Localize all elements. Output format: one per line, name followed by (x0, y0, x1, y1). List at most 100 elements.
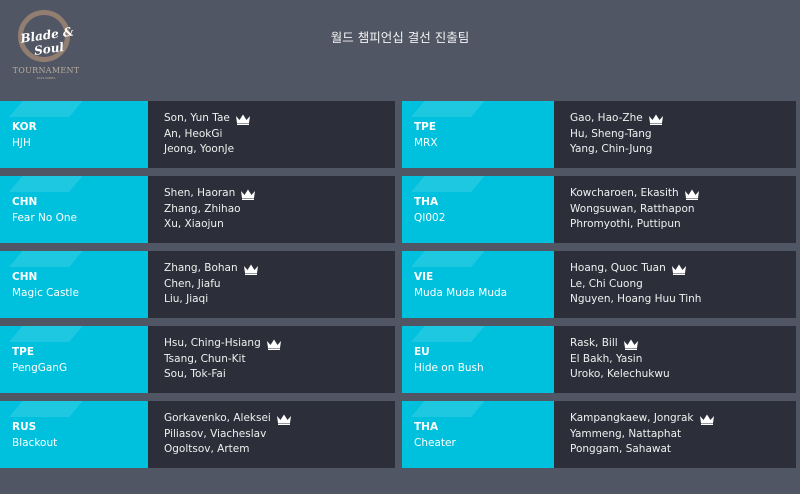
player-label: Gorkavenko, Aleksei (164, 412, 271, 425)
player-name: Jeong, YoonJe (164, 142, 395, 158)
team-country: CHN (12, 270, 38, 283)
player-label: Uroko, Kelechukwu (570, 368, 670, 381)
player-label: Kowcharoen, Ekasith (570, 187, 679, 200)
player-label: Sou, Tok-Fai (164, 368, 226, 381)
player-list: Shen, Haoran Zhang, Zhihao Xu, Xiaojun (148, 176, 395, 243)
crown-icon (266, 339, 281, 350)
player-name: Son, Yun Tae (164, 111, 395, 127)
player-list: Kowcharoen, Ekasith Wongsuwan, Ratthapon P… (554, 176, 796, 243)
player-label: Jeong, YoonJe (164, 143, 235, 156)
team-country: CHN (12, 195, 38, 208)
team-info: EU Hide on Bush (402, 326, 554, 393)
crown-icon (241, 189, 256, 200)
team-country: KOR (12, 120, 37, 133)
team-name: Blackout (12, 436, 58, 449)
player-label: Zhang, Zhihao (164, 202, 241, 215)
player-name: Liu, Jiaqi (164, 292, 395, 308)
player-label: Tsang, Chun-Kit (164, 352, 246, 365)
player-label: Wongsuwan, Ratthapon (570, 202, 695, 215)
team-card: TPE PengGanG Hsu, Ching-Hsiang Tsang, Chu… (0, 326, 395, 393)
player-name: Phromyothi, Puttipun (570, 217, 796, 233)
player-name: Sou, Tok-Fai (164, 367, 395, 383)
player-name: Ogoltsov, Artem (164, 442, 395, 458)
logo-subtext: 2019 KOREA (36, 76, 56, 80)
team-name: Cheater (414, 436, 456, 449)
crown-icon (648, 114, 663, 125)
player-label: Liu, Jiaqi (164, 293, 209, 306)
player-label: El Bakh, Yasin (570, 352, 643, 365)
player-label: Hoang, Quoc Tuan (570, 262, 666, 275)
player-list: Kampangkaew, Jongrak Yammeng, Nattaphat Po… (554, 401, 796, 468)
player-name: Piliasov, Viacheslav (164, 427, 395, 443)
player-name: Hsu, Ching-Hsiang (164, 336, 395, 352)
team-info: VIE Muda Muda Muda (402, 251, 554, 318)
player-name: Nguyen, Hoang Huu Tinh (570, 292, 796, 308)
team-info: TPE PengGanG (0, 326, 148, 393)
team-info: THA QI002 (402, 176, 554, 243)
player-list: Gao, Hao-Zhe Hu, Sheng-Tang Yang, Chin-Jun… (554, 101, 796, 168)
player-label: Ogoltsov, Artem (164, 443, 250, 456)
team-country: TPE (12, 345, 35, 358)
team-name: MRX (414, 136, 438, 149)
page-title: 월드 챔피언십 결선 진출팀 (330, 30, 470, 45)
player-name: Yang, Chin-Jung (570, 142, 796, 158)
team-card: CHN Fear No One Shen, Haoran Zhang, Zhiha… (0, 176, 395, 243)
player-label: Son, Yun Tae (164, 112, 230, 125)
team-card: RUS Blackout Gorkavenko, Aleksei Piliasov… (0, 401, 395, 468)
player-name: Ponggam, Sahawat (570, 442, 796, 458)
team-country: THA (414, 195, 439, 208)
player-name: Zhang, Zhihao (164, 202, 395, 218)
player-label: An, HeokGi (164, 127, 223, 140)
player-name: Shen, Haoran (164, 186, 395, 202)
crown-icon (235, 114, 250, 125)
team-country: RUS (12, 420, 37, 433)
crown-icon (684, 189, 699, 200)
player-name: Kowcharoen, Ekasith (570, 186, 796, 202)
player-label: Yammeng, Nattaphat (570, 427, 682, 440)
team-name: HJH (12, 136, 31, 149)
team-card: KOR HJH Son, Yun Tae An, HeokGi Jeong, Yoo… (0, 101, 395, 168)
player-list: Son, Yun Tae An, HeokGi Jeong, YoonJe (148, 101, 395, 168)
team-name: Magic Castle (12, 286, 79, 299)
player-label: Nguyen, Hoang Huu Tinh (570, 293, 702, 306)
team-card: CHN Magic Castle Zhang, Bohan Chen, Jiafu… (0, 251, 395, 318)
player-name: Gorkavenko, Aleksei (164, 411, 395, 427)
team-info: CHN Fear No One (0, 176, 148, 243)
team-info: CHN Magic Castle (0, 251, 148, 318)
player-label: Rask, Bill (570, 337, 618, 350)
team-country: VIE (414, 270, 434, 283)
player-name: Chen, Jiafu (164, 277, 395, 293)
player-list: Rask, Bill El Bakh, Yasin Uroko, Kelechukw… (554, 326, 796, 393)
team-info: TPE MRX (402, 101, 554, 168)
player-name: Rask, Bill (570, 336, 796, 352)
player-list: Zhang, Bohan Chen, Jiafu Liu, Jiaqi (148, 251, 395, 318)
player-label: Gao, Hao-Zhe (570, 112, 643, 125)
player-label: Phromyothi, Puttipun (570, 218, 681, 231)
player-label: Piliasov, Viacheslav (164, 427, 267, 440)
player-name: Xu, Xiaojun (164, 217, 395, 233)
player-label: Kampangkaew, Jongrak (570, 412, 694, 425)
team-info: RUS Blackout (0, 401, 148, 468)
player-label: Ponggam, Sahawat (570, 443, 672, 456)
team-name: PengGanG (12, 361, 68, 374)
player-label: Hsu, Ching-Hsiang (164, 337, 261, 350)
team-info: THA Cheater (402, 401, 554, 468)
crown-icon (699, 414, 714, 425)
team-name: Muda Muda Muda (414, 286, 508, 299)
player-name: An, HeokGi (164, 127, 395, 143)
crown-icon (623, 339, 638, 350)
crown-icon (243, 264, 258, 275)
team-name: Fear No One (12, 211, 78, 224)
player-list: Hoang, Quoc Tuan Le, Chi Cuong Nguyen, Hoa… (554, 251, 796, 318)
player-name: Uroko, Kelechukwu (570, 367, 796, 383)
crown-icon (276, 414, 291, 425)
player-name: Hoang, Quoc Tuan (570, 261, 796, 277)
team-country: TPE (414, 120, 437, 133)
team-info: KOR HJH (0, 101, 148, 168)
player-label: Xu, Xiaojun (164, 218, 224, 231)
team-name: Hide on Bush (414, 361, 484, 374)
team-card: THA QI002 Kowcharoen, Ekasith Wongsuwan, … (402, 176, 796, 243)
player-label: Shen, Haoran (164, 187, 236, 200)
team-card: VIE Muda Muda Muda Hoang, Quoc Tuan Le, C… (402, 251, 796, 318)
team-name: QI002 (414, 211, 446, 224)
